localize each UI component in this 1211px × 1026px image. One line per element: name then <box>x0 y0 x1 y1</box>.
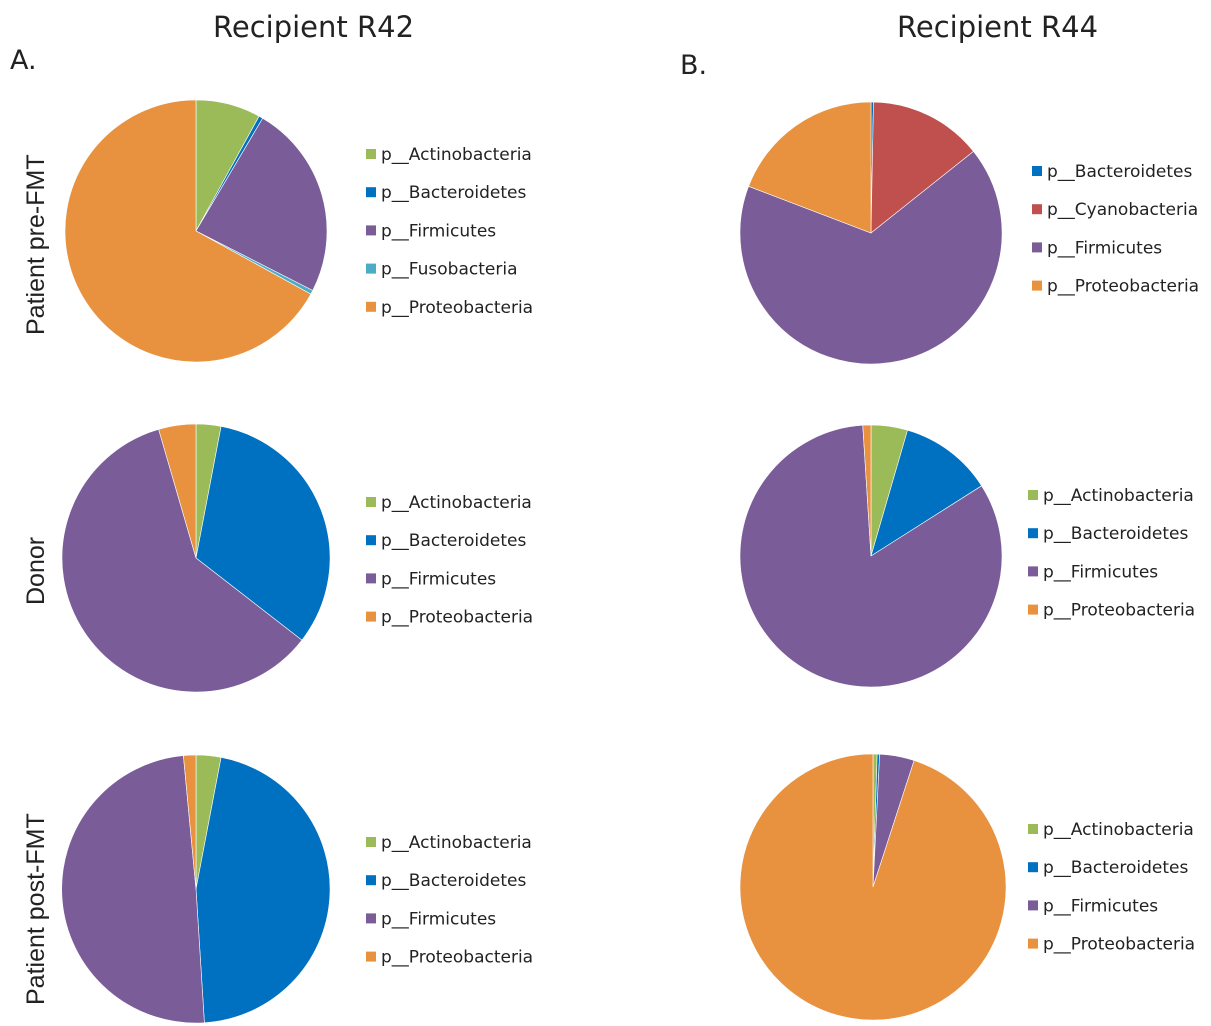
pie-recipient-r42-patient-pre-fmt: p__Actinobacteria p__Bacteroidetes p__Firm… <box>64 99 533 363</box>
legend-label-p-proteobacteria: p__Proteobacteria <box>1043 601 1195 621</box>
legend-label-p-bacteroidetes: p__Bacteroidetes <box>381 183 526 203</box>
pie-slice-p-proteobacteria <box>64 99 312 363</box>
legend-swatch-p-bacteroidetes <box>1028 862 1038 873</box>
legend-label-p-proteobacteria: p__Proteobacteria <box>381 948 533 968</box>
legend-swatch-p-proteobacteria <box>1032 280 1042 291</box>
legend-swatch-p-firmicutes <box>1028 566 1038 577</box>
pie-slice-p-proteobacteria <box>183 754 197 890</box>
legend-swatch-p-bacteroidetes <box>1032 166 1042 176</box>
pie-slice-p-bacteroidetes <box>195 426 331 641</box>
legend-label-p-proteobacteria: p__Proteobacteria <box>381 298 533 318</box>
pie-slice-p-proteobacteria <box>158 423 197 559</box>
legend-label-p-firmicutes: p__Firmicutes <box>381 569 496 589</box>
pie-slice-p-proteobacteria <box>739 753 1007 1021</box>
pie-slice-p-proteobacteria <box>862 424 872 557</box>
column-title-r42: Recipient R42 <box>213 10 415 44</box>
pie-slice-p-firmicutes <box>61 755 205 1024</box>
legend-label-p-proteobacteria: p__Proteobacteria <box>1047 277 1199 297</box>
legend-swatch-p-cyanobacteria <box>1032 204 1042 215</box>
legend: p__Bacteroidetes p__Cyanobacteria p__Firmi… <box>1032 162 1199 297</box>
pie-slice-p-firmicutes <box>739 424 1003 688</box>
legend: p__Actinobacteria p__Bacteroidetes p__Firm… <box>1028 486 1195 621</box>
legend-label-p-cyanobacteria: p__Cyanobacteria <box>1047 200 1198 220</box>
legend-label-p-fusobacteria: p__Fusobacteria <box>381 260 517 280</box>
legend-label-p-actinobacteria: p__Actinobacteria <box>381 833 532 853</box>
legend-label-p-firmicutes: p__Firmicutes <box>1047 238 1162 258</box>
legend-label-p-firmicutes: p__Firmicutes <box>381 909 496 929</box>
legend-swatch-p-proteobacteria <box>1028 938 1038 949</box>
pie-slice-p-cyanobacteria <box>870 101 974 234</box>
legend-swatch-p-proteobacteria <box>366 301 376 312</box>
legend-label-p-firmicutes: p__Firmicutes <box>1043 562 1158 582</box>
legend-swatch-p-bacteroidetes <box>366 875 376 886</box>
legend-swatch-p-proteobacteria <box>366 951 376 962</box>
pie-slice-p-bacteroidetes <box>870 429 983 557</box>
legend-label-p-bacteroidetes: p__Bacteroidetes <box>1047 162 1192 182</box>
legend-label-p-actinobacteria: p__Actinobacteria <box>1043 820 1194 840</box>
legend-swatch-p-fusobacteria <box>366 263 376 274</box>
pie-slice-p-firmicutes <box>739 150 1003 365</box>
legend-swatch-p-firmicutes <box>366 573 376 584</box>
legend-swatch-p-proteobacteria <box>1028 604 1038 615</box>
panel-letter-a: A. <box>10 45 37 76</box>
pie-recipient-r44-patient-post-fmt: p__Actinobacteria p__Bacteroidetes p__Firm… <box>739 753 1195 1021</box>
legend-swatch-p-actinobacteria <box>1028 490 1038 500</box>
legend: p__Actinobacteria p__Bacteroidetes p__Firm… <box>366 833 533 968</box>
legend-label-p-firmicutes: p__Firmicutes <box>1043 896 1158 916</box>
legend-label-p-bacteroidetes: p__Bacteroidetes <box>381 531 526 551</box>
legend: p__Actinobacteria p__Bacteroidetes p__Firm… <box>366 145 533 318</box>
pie-slice-p-proteobacteria <box>748 101 872 234</box>
legend-swatch-p-bacteroidetes <box>366 535 376 546</box>
legend-swatch-p-firmicutes <box>366 225 376 236</box>
legend-label-p-actinobacteria: p__Actinobacteria <box>381 493 532 513</box>
legend-swatch-p-firmicutes <box>1032 242 1042 253</box>
legend: p__Actinobacteria p__Bacteroidetes p__Firm… <box>1028 820 1195 955</box>
legend-swatch-p-actinobacteria <box>366 837 376 847</box>
legend-label-p-firmicutes: p__Firmicutes <box>381 221 496 241</box>
legend-label-p-actinobacteria: p__Actinobacteria <box>1043 486 1194 506</box>
legend-label-p-bacteroidetes: p__Bacteroidetes <box>1043 858 1188 878</box>
legend-label-p-actinobacteria: p__Actinobacteria <box>381 145 532 165</box>
pie-slice-p-bacteroidetes <box>195 757 331 1024</box>
pie-recipient-r42-donor: p__Actinobacteria p__Bacteroidetes p__Firm… <box>61 423 533 693</box>
legend-swatch-p-bacteroidetes <box>366 187 376 198</box>
legend: p__Actinobacteria p__Bacteroidetes p__Firm… <box>366 493 533 628</box>
column-title-r44: Recipient R44 <box>897 10 1099 44</box>
legend-label-p-proteobacteria: p__Proteobacteria <box>1043 935 1195 955</box>
legend-swatch-p-bacteroidetes <box>1028 528 1038 539</box>
pie-recipient-r42-patient-post-fmt: p__Actinobacteria p__Bacteroidetes p__Firm… <box>61 754 533 1024</box>
legend-swatch-p-actinobacteria <box>366 149 376 159</box>
legend-swatch-p-proteobacteria <box>366 611 376 622</box>
legend-label-p-proteobacteria: p__Proteobacteria <box>381 608 533 628</box>
legend-swatch-p-firmicutes <box>366 913 376 924</box>
legend-label-p-bacteroidetes: p__Bacteroidetes <box>381 871 526 891</box>
pie-recipient-r44-patient-pre-fmt: p__Bacteroidetes p__Cyanobacteria p__Firmi… <box>739 101 1199 365</box>
pie-recipient-r44-donor: p__Actinobacteria p__Bacteroidetes p__Firm… <box>739 424 1195 688</box>
panel-letter-b: B. <box>680 50 708 81</box>
legend-swatch-p-actinobacteria <box>1028 824 1038 834</box>
legend-label-p-bacteroidetes: p__Bacteroidetes <box>1043 524 1188 544</box>
legend-swatch-p-firmicutes <box>1028 900 1038 911</box>
pie-slice-p-firmicutes <box>61 428 303 693</box>
legend-swatch-p-actinobacteria <box>366 497 376 507</box>
